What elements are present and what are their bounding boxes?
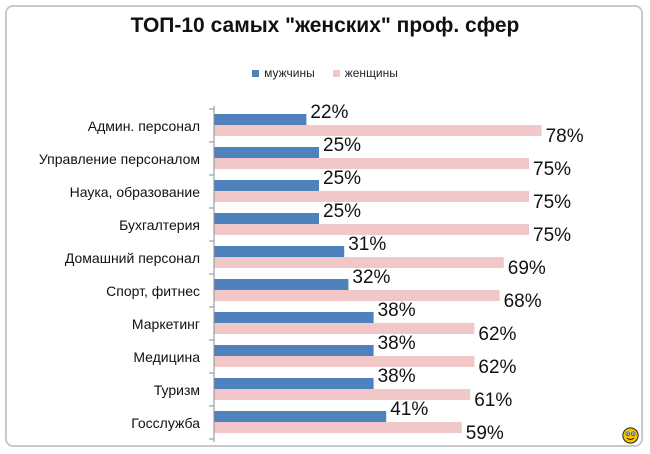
bar-men — [214, 411, 387, 422]
value-label-women: 62% — [478, 357, 516, 378]
value-label-men: 25% — [323, 168, 361, 189]
bar-men — [214, 312, 374, 323]
value-label-men: 25% — [323, 135, 361, 156]
value-label-women: 75% — [533, 192, 571, 213]
legend-swatch-women — [332, 69, 340, 77]
value-label-women: 61% — [474, 390, 512, 411]
category-label: Админ. персонал — [88, 118, 200, 134]
category-label: Бухгалтерия — [119, 217, 200, 233]
bar-women — [214, 191, 529, 202]
bar-men — [214, 147, 319, 158]
bar-men — [214, 213, 319, 224]
category-label: Маркетинг — [132, 316, 200, 332]
value-label-men: 38% — [378, 300, 416, 321]
bar-women — [214, 356, 475, 367]
category-label: Спорт, фитнес — [106, 283, 200, 299]
bar-men — [214, 378, 374, 389]
category-label: Медицина — [133, 349, 200, 365]
value-label-men: 38% — [378, 366, 416, 387]
category-label: Наука, образование — [70, 184, 201, 200]
bar-women — [214, 224, 529, 235]
value-label-men: 31% — [348, 234, 386, 255]
category-label: Туризм — [154, 382, 200, 398]
bar-women — [214, 125, 542, 136]
legend-label-women: женщины — [344, 66, 398, 80]
value-label-women: 59% — [466, 423, 504, 444]
bar-men — [214, 279, 349, 290]
value-label-men: 32% — [352, 267, 390, 288]
bar-women — [214, 389, 471, 400]
legend-swatch-men — [252, 69, 260, 77]
value-label-women: 69% — [508, 258, 546, 279]
smiley-icon — [622, 427, 639, 444]
bar-women — [214, 422, 462, 433]
value-label-men: 38% — [378, 333, 416, 354]
category-label: Домашний персонал — [65, 250, 200, 266]
value-label-men: 41% — [390, 399, 428, 420]
value-label-men: 25% — [323, 201, 361, 222]
value-label-women: 78% — [546, 126, 584, 147]
value-label-women: 68% — [504, 291, 542, 312]
value-label-women: 75% — [533, 225, 571, 246]
bar-men — [214, 180, 319, 191]
value-label-women: 62% — [478, 324, 516, 345]
category-label: Управление персоналом — [39, 151, 200, 167]
bar-men — [214, 345, 374, 356]
bar-men — [214, 114, 307, 125]
value-label-women: 75% — [533, 159, 571, 180]
chart-title: ТОП-10 самых "женских" проф. сфер — [130, 14, 520, 37]
bar-women — [214, 323, 475, 334]
legend-item-women: женщины — [332, 66, 398, 80]
category-label: Госслужба — [131, 415, 200, 431]
bar-women — [214, 257, 504, 268]
bar-women — [214, 290, 500, 301]
legend-item-men: мужчины — [252, 66, 315, 80]
value-label-men: 22% — [310, 102, 348, 123]
legend-label-men: мужчины — [264, 66, 315, 80]
bar-women — [214, 158, 529, 169]
legend: мужчины женщины — [0, 66, 650, 80]
bar-men — [214, 246, 345, 257]
